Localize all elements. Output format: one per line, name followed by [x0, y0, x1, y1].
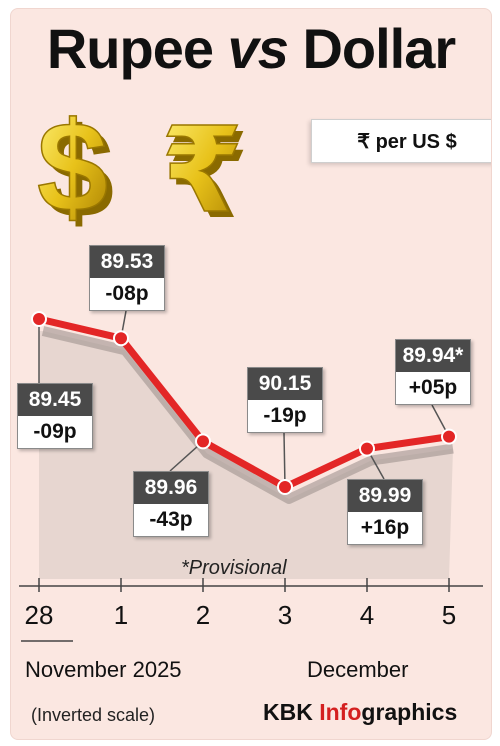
title-vs: vs	[227, 17, 289, 80]
inverted-scale-note: (Inverted scale)	[31, 705, 156, 725]
title-dollar: Dollar	[302, 17, 456, 80]
data-point	[277, 479, 293, 495]
value-label: 89.96 -43p	[133, 471, 209, 537]
value-label: 89.53 -08p	[89, 245, 165, 311]
data-points	[31, 311, 457, 495]
dollar-sign-icon: $ $	[36, 99, 114, 239]
currency-emblem: $ $ ₹ ₹	[36, 99, 249, 239]
line-shadow	[41, 326, 454, 504]
chart-title: Rupee vs Dollar	[11, 21, 491, 77]
data-label-value: 90.15	[248, 368, 322, 400]
provisional-note: *Provisional	[181, 557, 287, 579]
data-point	[195, 433, 211, 450]
x-tick-label: 3	[278, 600, 292, 630]
data-label-change: -08p	[90, 278, 164, 310]
svg-text:$: $	[43, 102, 114, 239]
data-label-value: 89.53	[90, 246, 164, 278]
unit-label: ₹ per US $	[311, 119, 491, 163]
data-label-change: -43p	[134, 504, 208, 536]
x-tick-label: 28	[25, 600, 54, 630]
data-point	[31, 311, 47, 327]
rupee-sign-icon: ₹ ₹	[160, 100, 249, 239]
x-group-label: November 2025	[25, 657, 182, 682]
x-group-label: December	[307, 657, 409, 682]
data-label-value: 89.94*	[396, 340, 470, 372]
data-label-value: 89.96	[134, 472, 208, 504]
data-label-change: +16p	[348, 512, 422, 544]
x-tick-label: 1	[114, 600, 128, 630]
data-point	[441, 428, 457, 445]
leader-line	[283, 432, 286, 488]
x-axis: 28 1 2 3 4 5	[19, 578, 483, 642]
title-rupee: Rupee	[46, 17, 214, 80]
data-label-change: +05p	[396, 372, 470, 404]
x-tick-label: 2	[196, 600, 210, 630]
data-label-value: 89.99	[348, 480, 422, 512]
data-point	[359, 440, 375, 457]
data-label-change: -19p	[248, 400, 322, 432]
data-label-value: 89.45	[18, 384, 92, 416]
svg-text:₹: ₹	[161, 101, 243, 239]
value-label: 89.94* +05p	[395, 339, 471, 405]
x-tick-label: 4	[360, 600, 374, 630]
value-label: 89.45 -09p	[17, 383, 93, 449]
svg-text:₹: ₹	[167, 107, 249, 239]
value-label: 89.99 +16p	[347, 479, 423, 545]
x-tick-label: 5	[442, 600, 456, 630]
data-point	[113, 330, 129, 347]
series-line	[38, 315, 450, 491]
infographic-panel: Rupee vs Dollar $ $ ₹ ₹ ₹ per US $ 28 1 2 3…	[10, 8, 492, 740]
credit-label: KBK Infographics	[263, 699, 458, 725]
svg-text:$: $	[37, 99, 108, 239]
data-label-change: -09p	[18, 416, 92, 448]
value-label: 90.15 -19p	[247, 367, 323, 433]
